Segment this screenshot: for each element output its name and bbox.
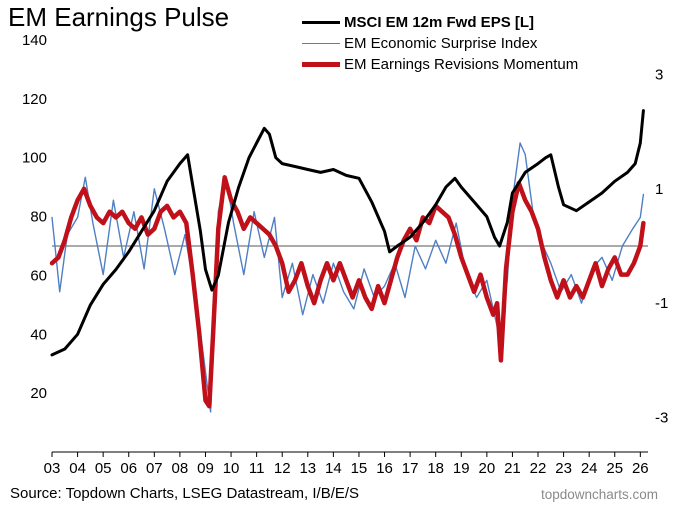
revisions-series-line	[49, 175, 646, 409]
legend-label-surprise: EM Economic Surprise Index	[344, 35, 538, 52]
x-tick-label: 24	[581, 460, 598, 477]
x-tick-label: 13	[299, 460, 316, 477]
y-right-tick-label: -3	[655, 410, 668, 427]
x-tick-label: 04	[69, 460, 86, 477]
legend-item-surprise: EM Economic Surprise Index	[302, 33, 578, 54]
y-left-tick-label: 140	[22, 32, 47, 49]
x-tick-label: 09	[197, 460, 214, 477]
legend-swatch-eps	[302, 21, 340, 24]
y-left-tick-label: 80	[30, 209, 47, 226]
x-tick-label: 06	[120, 460, 137, 477]
x-tick-label: 16	[376, 460, 393, 477]
x-tick-label: 18	[427, 460, 444, 477]
y-left-tick-label: 120	[22, 91, 47, 108]
x-tick-label: 07	[146, 460, 163, 477]
x-tick-label: 14	[325, 460, 342, 477]
x-tick-label: 20	[479, 460, 496, 477]
y-left-tick-label: 40	[30, 326, 47, 343]
x-tick-label: 23	[555, 460, 572, 477]
chart-title: EM Earnings Pulse	[8, 2, 230, 32]
y-left-tick-label: 60	[30, 267, 47, 284]
x-tick-label: 11	[249, 460, 265, 477]
x-tick-label: 08	[172, 460, 189, 477]
y-right-tick-label: -1	[655, 295, 668, 312]
x-tick-label: 05	[95, 460, 112, 477]
x-tick-label: 25	[606, 460, 623, 477]
y-left-tick-label: 100	[22, 150, 47, 167]
brand-watermark: topdowncharts.com	[540, 487, 658, 502]
legend-item-revisions: EM Earnings Revisions Momentum	[302, 54, 578, 75]
x-tick-label: 22	[530, 460, 547, 477]
axes-layer	[51, 245, 648, 457]
x-tick-label: 26	[632, 460, 649, 477]
x-tick-label: 12	[274, 460, 291, 477]
chart-legend: MSCI EM 12m Fwd EPS [L] EM Economic Surp…	[302, 12, 578, 75]
series-layer	[49, 109, 646, 413]
x-tick-label: 19	[453, 460, 470, 477]
y-right-tick-label: 1	[655, 181, 663, 198]
legend-label-eps: MSCI EM 12m Fwd EPS [L]	[344, 14, 535, 31]
x-tick-label: 17	[402, 460, 419, 477]
source-note: Source: Topdown Charts, LSEG Datastream,…	[10, 485, 360, 502]
legend-swatch-revisions	[302, 62, 340, 67]
tick-labels-layer: 03 04 05 06 07 08 09 10 11 12 13 14 15 16 17 18 19 20 21 22…	[22, 32, 668, 477]
legend-label-revisions: EM Earnings Revisions Momentum	[344, 56, 579, 73]
y-left-tick-label: 20	[30, 385, 47, 402]
y-right-tick-label: 3	[655, 66, 663, 83]
surprise-series-line	[51, 142, 645, 413]
x-tick-label: 03	[44, 460, 61, 477]
legend-item-eps: MSCI EM 12m Fwd EPS [L]	[302, 12, 578, 33]
x-tick-label: 15	[351, 460, 368, 477]
x-tick-label: 10	[223, 460, 240, 477]
eps-series-line	[50, 109, 645, 357]
x-tick-label: 21	[504, 460, 521, 477]
legend-swatch-surprise	[302, 43, 340, 44]
